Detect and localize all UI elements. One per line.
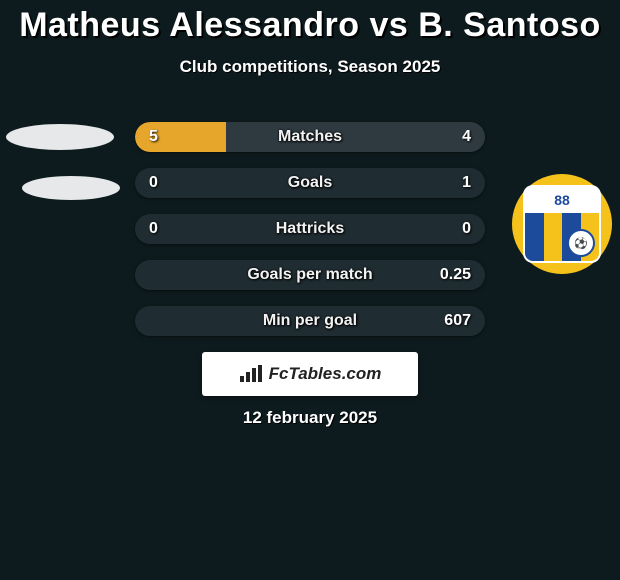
player-left-avatar-placeholder (6, 124, 114, 150)
stat-row-matches: Matches54 (135, 122, 485, 152)
subtitle: Club competitions, Season 2025 (0, 57, 620, 77)
title-joiner: vs (369, 6, 408, 44)
stat-row-hattricks: Hattricks00 (135, 214, 485, 244)
player-right-name: B. Santoso (418, 6, 601, 44)
stats-panel: Matches54 Goals01 Hattricks00 Goals per mat… (135, 122, 485, 352)
stat-bar-right (226, 122, 485, 152)
player-left-name: Matheus Alessandro (19, 6, 359, 44)
stat-bar-bg (135, 306, 485, 336)
attribution-badge: FcTables.com (202, 352, 418, 396)
comparison-date: 12 february 2025 (0, 408, 620, 428)
stat-row-goals: Goals01 (135, 168, 485, 198)
stat-row-mpg: Min per goal607 (135, 306, 485, 336)
bar-chart-icon (239, 365, 263, 383)
page-title: Matheus Alessandro vs B. Santoso (0, 0, 620, 45)
stat-bar-bg (135, 260, 485, 290)
stat-row-gpm: Goals per match0.25 (135, 260, 485, 290)
stat-bar-left (135, 122, 226, 152)
stat-bar-bg (135, 214, 485, 244)
player-left-avatar-shadow (22, 176, 120, 200)
stat-bar-bg (135, 168, 485, 198)
football-icon: ⚽ (567, 229, 595, 257)
club-badge-number: 88 (525, 187, 599, 213)
club-shield-icon: 88 ⚽ (525, 187, 599, 261)
attribution-text: FcTables.com (269, 364, 382, 384)
club-badge-stripes (525, 213, 599, 261)
player-right-club-badge: 88 ⚽ (512, 174, 612, 274)
